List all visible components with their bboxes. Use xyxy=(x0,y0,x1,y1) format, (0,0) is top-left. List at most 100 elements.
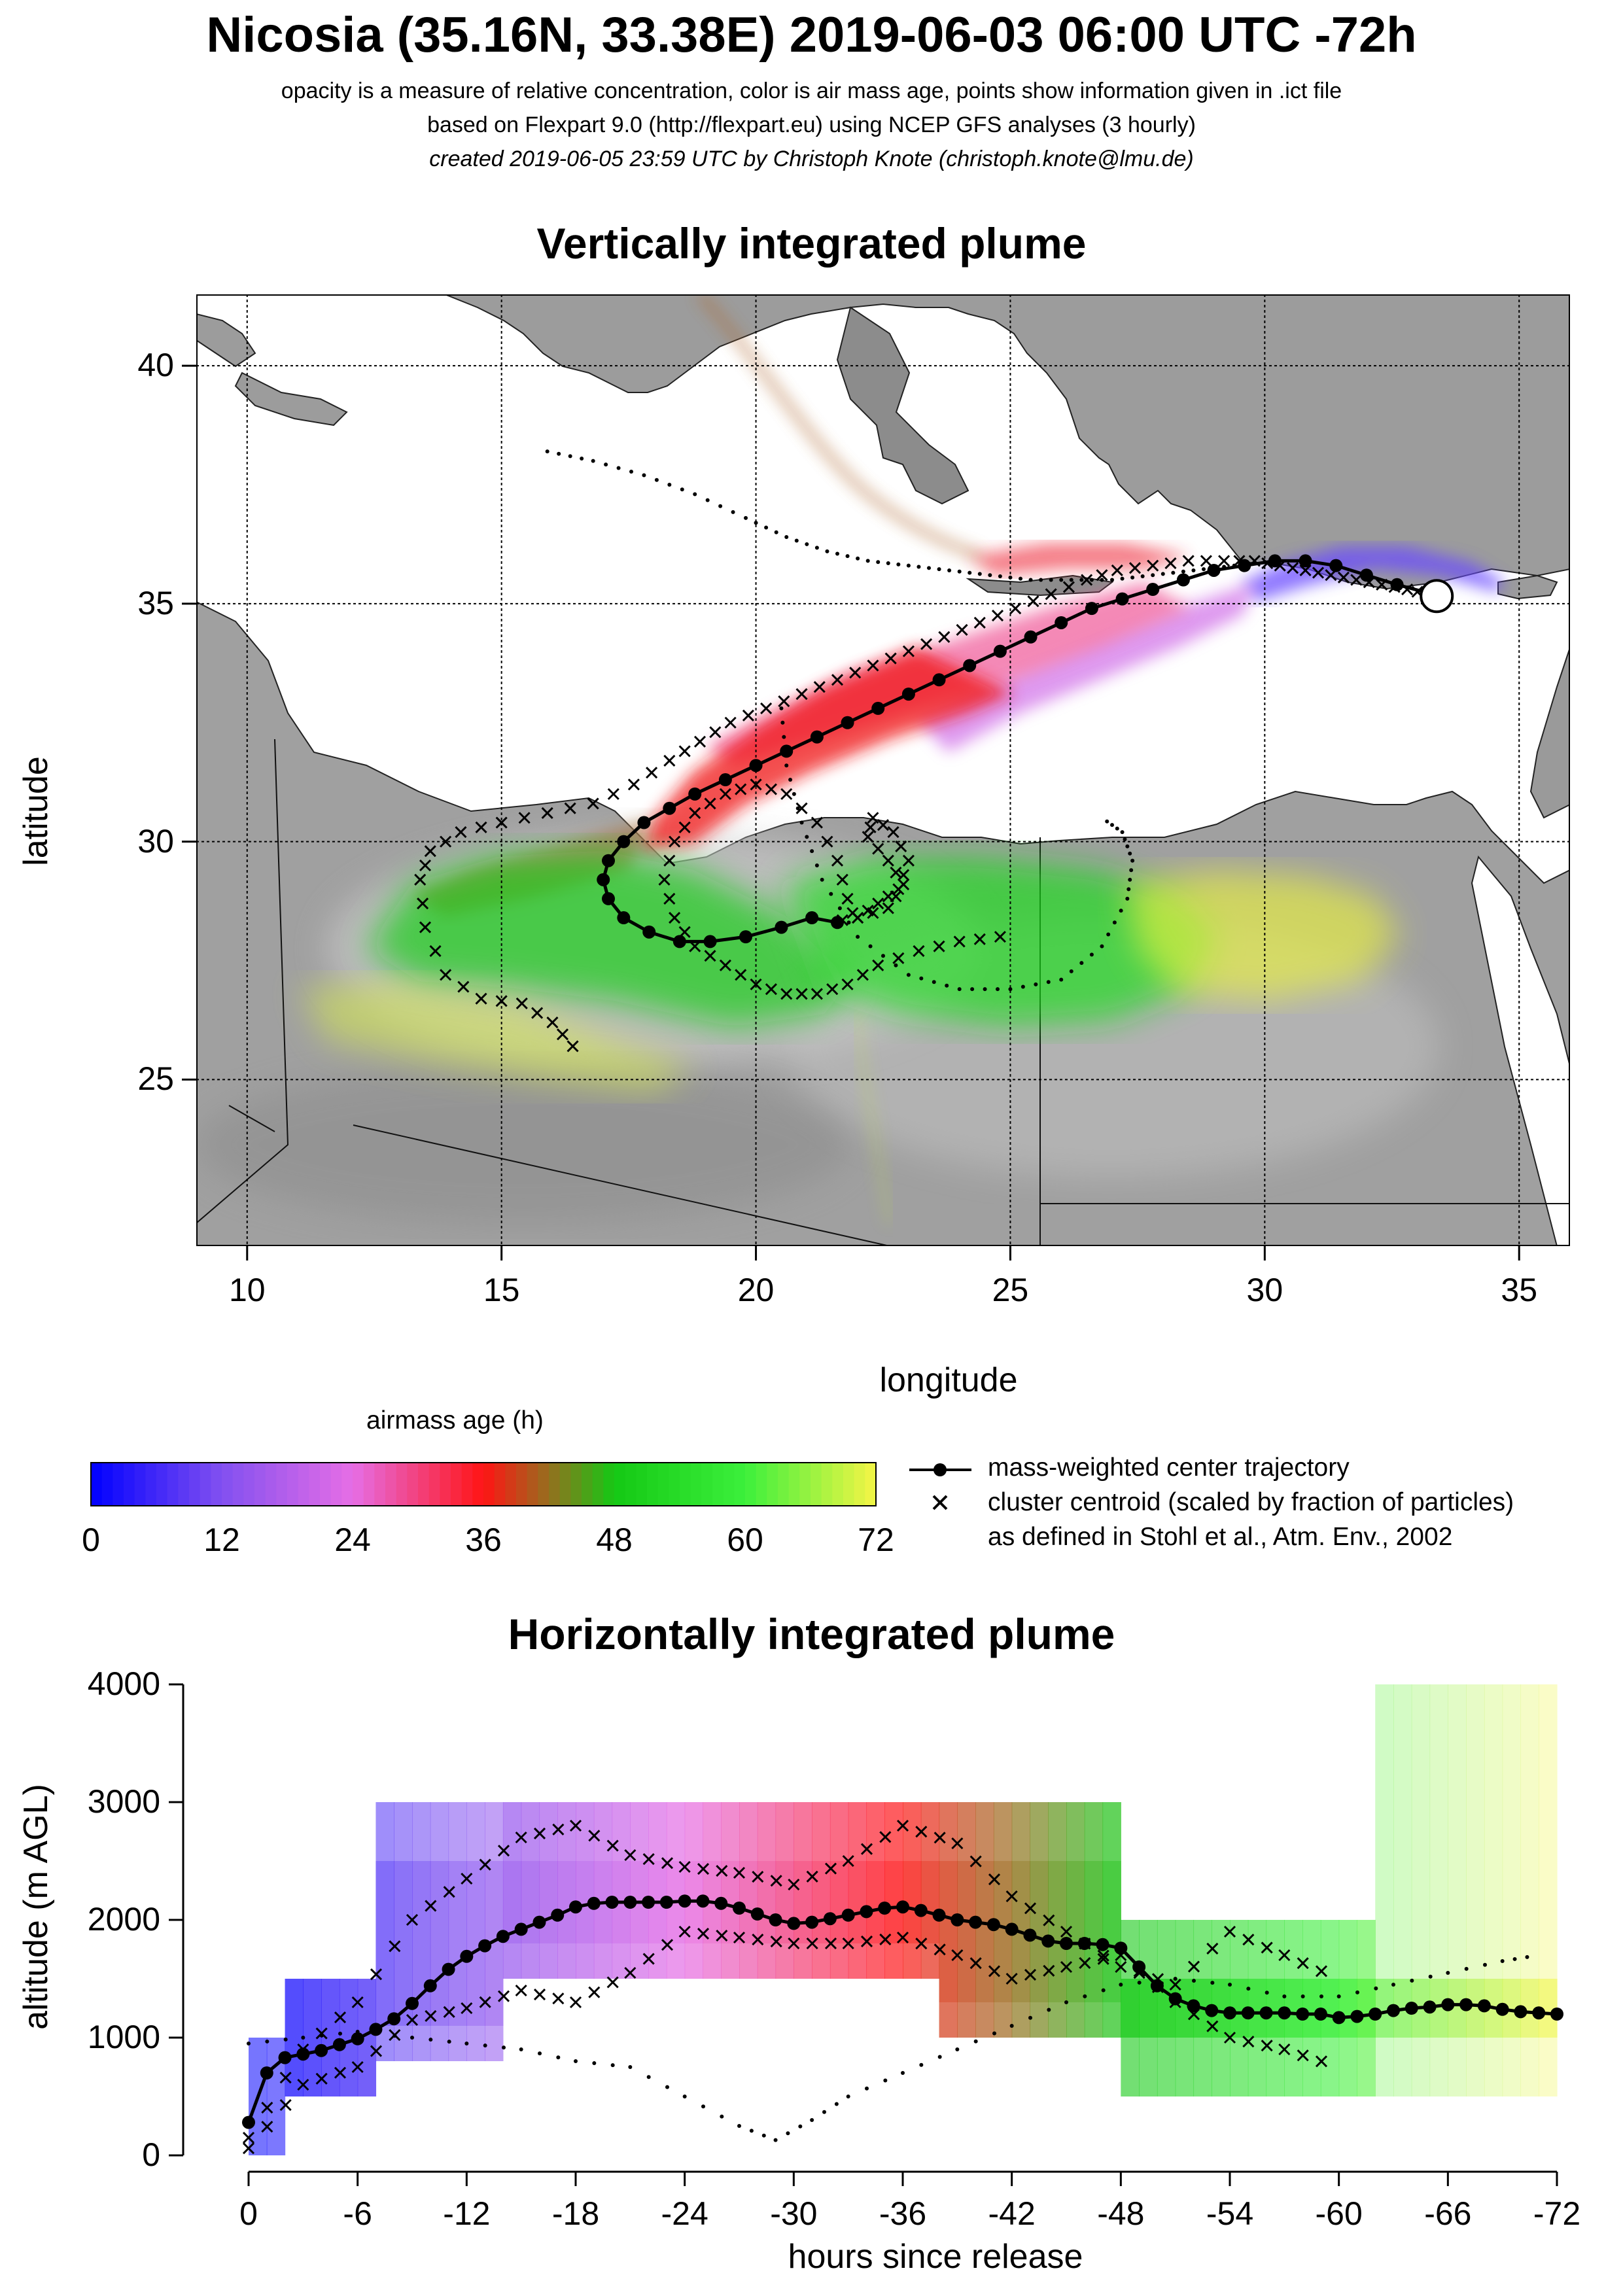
plume-streak-north xyxy=(697,294,983,559)
map-center-point xyxy=(1238,559,1251,572)
map-dotted-point xyxy=(604,462,608,467)
map-cluster-cross xyxy=(867,907,879,919)
map-dotted-point xyxy=(1069,969,1073,973)
profile-dotted-point xyxy=(1228,1983,1232,1987)
plume-yellow-east xyxy=(1125,870,1400,1001)
map-dotted-point xyxy=(780,720,785,725)
map-cluster-cross xyxy=(831,674,844,686)
profile-center-point xyxy=(1278,2006,1291,2020)
map-dotted-point xyxy=(856,556,860,561)
map-center-point xyxy=(932,673,946,687)
profile-cluster-cross xyxy=(1060,1925,1073,1938)
map-dotted-point xyxy=(693,492,697,496)
map-dotted-point xyxy=(1181,569,1185,574)
map-cluster-cross xyxy=(735,783,747,795)
map-center-point xyxy=(1268,554,1282,568)
profile-cluster-cross xyxy=(1187,1960,1200,1973)
map-cluster-cross xyxy=(1350,574,1363,586)
profile-cell xyxy=(829,1802,849,1979)
map-cluster-cross xyxy=(1128,562,1142,574)
profile-center-point xyxy=(1495,2002,1509,2016)
map-cluster-cross xyxy=(920,638,933,650)
map-dotted-point xyxy=(825,549,829,553)
profile-cluster-cross xyxy=(915,1938,928,1950)
colorbar-segment xyxy=(287,1463,299,1506)
profile-center-point xyxy=(242,2115,255,2129)
profile-cluster-cross xyxy=(389,2028,401,2042)
colorbar-segment xyxy=(538,1463,550,1506)
map-cluster-cross xyxy=(719,959,731,971)
profile-cluster-cross xyxy=(443,1886,455,1898)
map-xlabel: longitude xyxy=(879,1361,1018,1399)
map-cluster-cross xyxy=(704,797,716,810)
colorbar-segment xyxy=(428,1463,440,1506)
map-cluster-cross xyxy=(564,802,576,814)
map-center-point xyxy=(1299,554,1312,568)
map-dotted-point xyxy=(1110,823,1114,827)
colorbar-segment xyxy=(625,1463,637,1506)
profile-cell xyxy=(903,1802,922,1979)
map-cluster-cross xyxy=(821,835,833,848)
map-dotted-point xyxy=(1100,578,1104,582)
map-cluster-cross xyxy=(678,745,691,757)
profile-cell xyxy=(502,1802,522,1979)
map-dotted-point xyxy=(568,454,572,459)
profile-cluster-cross xyxy=(1097,1949,1109,1962)
profile-cluster-cross xyxy=(716,1930,728,1942)
map-dotted-point xyxy=(945,983,949,988)
map-center-point xyxy=(1207,563,1221,577)
map-dotted-point xyxy=(1130,575,1135,580)
colorbar-segment xyxy=(680,1463,691,1506)
profile-dotted-point xyxy=(410,2036,414,2040)
colorbar-segment xyxy=(200,1463,211,1506)
profile-cluster-cross xyxy=(1043,1914,1055,1926)
profile-cell-core xyxy=(1066,1861,1085,2002)
profile-concentration-cells xyxy=(249,1684,1558,2155)
profile-cluster-cross xyxy=(351,2061,364,2074)
profile-center-point xyxy=(986,1918,1000,1932)
map-cluster-cross xyxy=(841,978,854,990)
profile-center-point xyxy=(1423,2000,1437,2014)
subtitle-model-note: based on Flexpart 9.0 (http://flexpart.e… xyxy=(427,113,1196,137)
map-dotted-point xyxy=(829,892,833,896)
map-center-point xyxy=(775,920,788,934)
map-dotted-point xyxy=(988,573,992,578)
profile-cluster-cross xyxy=(896,1819,909,1832)
map-center-point xyxy=(617,911,631,925)
profile-dotted-point xyxy=(247,2042,251,2045)
map-cluster-cross xyxy=(862,831,874,843)
profile-dotted-point xyxy=(1064,2000,1068,2004)
map-dotted-point xyxy=(1021,984,1025,989)
profile-center-point xyxy=(1405,2002,1418,2015)
profile-xtick-label: -60 xyxy=(1315,2195,1363,2232)
legend-center-trajectory: mass-weighted center trajectory xyxy=(988,1453,1350,1482)
map-cluster-cross xyxy=(457,981,470,993)
profile-cluster-cross xyxy=(351,1996,364,2009)
profile-cluster-cross xyxy=(1024,1902,1037,1915)
profile-cluster-cross xyxy=(934,1832,946,1844)
profile-dotted-point xyxy=(1391,1983,1395,1987)
map-cluster-cross xyxy=(795,988,808,1000)
profile-cell xyxy=(866,1802,885,1979)
map-center-point xyxy=(841,716,854,729)
profile-cell-core xyxy=(829,1861,849,1943)
profile-cluster-cross xyxy=(533,1989,546,2001)
map-dotted-point xyxy=(795,806,800,810)
map-dotted-point xyxy=(957,987,962,992)
map-cluster-cross xyxy=(973,933,986,945)
profile-cluster-centroids xyxy=(242,1819,1328,2155)
map-cluster-cross xyxy=(1147,559,1159,572)
map-cluster-cross xyxy=(856,969,869,981)
map-dotted-point xyxy=(1059,977,1064,982)
profile-center-point xyxy=(733,1902,746,1915)
profile-center-point xyxy=(914,1904,928,1917)
figure-title: Nicosia (35.16N, 33.38E) 2019-06-03 06:0… xyxy=(206,7,1417,63)
profile-cluster-cross xyxy=(915,1826,928,1838)
map-cluster-cross xyxy=(1111,564,1123,577)
map-cluster-cross xyxy=(689,807,701,820)
profile-cluster-cross xyxy=(824,1937,837,1950)
profile-dotted-point xyxy=(1483,1962,1487,1967)
profile-cluster-cross xyxy=(624,1966,637,1979)
profile-cell xyxy=(1048,1802,1067,2038)
colorbar-title: airmass age (h) xyxy=(366,1406,544,1435)
